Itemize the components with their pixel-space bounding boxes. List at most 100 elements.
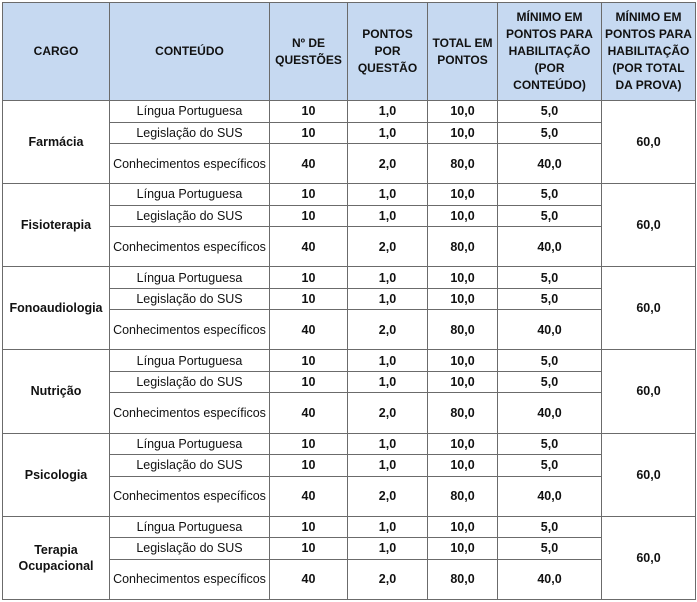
conteudo-cell: Língua Portuguesa <box>109 100 270 123</box>
total-cell: 80,0 <box>427 143 498 185</box>
pontos-cell: 1,0 <box>347 287 428 311</box>
table-row: Legislação do SUS 10 1,0 10,0 5,0 <box>3 204 696 228</box>
questoes-cell: 10 <box>269 370 348 394</box>
questoes-cell: 10 <box>269 515 348 539</box>
total-cell: 80,0 <box>427 392 498 434</box>
conteudo-cell: Língua Portuguesa <box>109 266 270 289</box>
minimo-total-cell: 60,0 <box>601 266 696 351</box>
conteudo-cell: Conhecimentos específicos <box>109 226 270 268</box>
cargo-cell: Farmácia <box>2 99 110 185</box>
conteudo-cell: Língua Portuguesa <box>109 515 270 539</box>
pontos-cell: 1,0 <box>347 515 428 539</box>
header-total: TOTAL EM PONTOS <box>427 2 498 101</box>
questoes-cell: 10 <box>269 121 348 145</box>
pontos-cell: 1,0 <box>347 432 428 456</box>
table-row: Farmácia Língua Portuguesa 10 1,0 10,0 5,0 60,… <box>2 99 696 185</box>
total-cell: 10,0 <box>427 266 498 289</box>
minimo-conteudo-cell: 5,0 <box>497 204 602 228</box>
questoes-cell: 40 <box>269 475 348 517</box>
minimo-conteudo-cell: 5,0 <box>497 515 602 539</box>
minimo-total-cell: 60,0 <box>601 515 696 601</box>
table-row: Legislação do SUS 10 1,0 10,0 5,0 <box>3 121 696 145</box>
total-cell: 80,0 <box>427 226 498 268</box>
header-pontos-questao: PONTOS POR QUESTÃO <box>347 2 428 101</box>
pontos-cell: 1,0 <box>347 349 428 372</box>
minimo-conteudo-cell: 40,0 <box>497 475 602 517</box>
conteudo-cell: Legislação do SUS <box>109 537 270 560</box>
table-row: Conhecimentos específicos 40 2,0 80,0 40,0 <box>3 475 696 517</box>
conteudo-cell: Língua Portuguesa <box>109 349 270 372</box>
minimo-conteudo-cell: 5,0 <box>497 287 602 311</box>
total-cell: 10,0 <box>427 432 498 456</box>
pontos-cell: 2,0 <box>347 226 428 268</box>
pontos-cell: 1,0 <box>347 537 428 560</box>
conteudo-cell: Língua Portuguesa <box>109 432 270 456</box>
total-cell: 10,0 <box>427 370 498 394</box>
table-row: Fisioterapia Língua Portuguesa 10 1,0 10,0 5,… <box>2 183 696 268</box>
questoes-cell: 10 <box>269 537 348 560</box>
total-cell: 10,0 <box>427 204 498 228</box>
header-cargo: CARGO <box>2 2 110 101</box>
minimo-conteudo-cell: 5,0 <box>497 454 602 477</box>
cargo-cell: Terapia Ocupacional <box>2 515 110 601</box>
table-row: Legislação do SUS 10 1,0 10,0 5,0 <box>3 287 696 311</box>
total-cell: 80,0 <box>427 558 498 601</box>
minimo-total-cell: 60,0 <box>601 99 696 185</box>
minimo-conteudo-cell: 40,0 <box>497 392 602 434</box>
total-cell: 10,0 <box>427 515 498 539</box>
conteudo-cell: Conhecimentos específicos <box>109 558 270 601</box>
header-minimo-total: MÍNIMO EM PONTOS PARA HABILITAÇÃO (POR T… <box>601 2 696 101</box>
total-cell: 10,0 <box>427 349 498 372</box>
minimo-total-cell: 60,0 <box>601 432 696 517</box>
minimo-conteudo-cell: 5,0 <box>497 537 602 560</box>
conteudo-cell: Legislação do SUS <box>109 204 270 228</box>
conteudo-cell: Legislação do SUS <box>109 454 270 477</box>
pontos-cell: 1,0 <box>347 183 428 206</box>
questoes-cell: 10 <box>269 349 348 372</box>
table-row: Nutrição Língua Portuguesa 10 1,0 10,0 5,0 60,… <box>2 349 696 434</box>
header-questoes: Nº DE QUESTÕES <box>269 2 348 101</box>
questoes-cell: 40 <box>269 143 348 185</box>
minimo-conteudo-cell: 5,0 <box>497 183 602 206</box>
conteudo-cell: Legislação do SUS <box>109 287 270 311</box>
pontos-cell: 1,0 <box>347 454 428 477</box>
total-cell: 80,0 <box>427 475 498 517</box>
table-row: Legislação do SUS 10 1,0 10,0 5,0 <box>3 454 696 477</box>
questoes-cell: 40 <box>269 226 348 268</box>
conteudo-cell: Conhecimentos específicos <box>109 392 270 434</box>
pontos-cell: 2,0 <box>347 309 428 351</box>
total-cell: 10,0 <box>427 454 498 477</box>
minimo-conteudo-cell: 5,0 <box>497 266 602 289</box>
minimo-conteudo-cell: 5,0 <box>497 432 602 456</box>
cargo-cell: Nutrição <box>2 349 110 434</box>
pontos-cell: 2,0 <box>347 143 428 185</box>
questoes-cell: 10 <box>269 204 348 228</box>
conteudo-cell: Conhecimentos específicos <box>109 143 270 185</box>
minimo-conteudo-cell: 5,0 <box>497 121 602 145</box>
pontos-cell: 1,0 <box>347 266 428 289</box>
total-cell: 80,0 <box>427 309 498 351</box>
table-row: Conhecimentos específicos 40 2,0 80,0 40,0 <box>3 392 696 434</box>
pontos-cell: 1,0 <box>347 100 428 123</box>
questoes-cell: 10 <box>269 100 348 123</box>
conteudo-cell: Legislação do SUS <box>109 121 270 145</box>
table-row: Conhecimentos específicos 40 2,0 80,0 40,0 <box>3 226 696 268</box>
header-minimo-conteudo: MÍNIMO EM PONTOS PARA HABILITAÇÃO (POR C… <box>497 2 602 101</box>
conteudo-cell: Conhecimentos específicos <box>109 475 270 517</box>
minimo-total-cell: 60,0 <box>601 349 696 434</box>
minimo-conteudo-cell: 40,0 <box>497 143 602 185</box>
total-cell: 10,0 <box>427 537 498 560</box>
questoes-cell: 10 <box>269 183 348 206</box>
minimo-conteudo-cell: 40,0 <box>497 226 602 268</box>
conteudo-cell: Legislação do SUS <box>109 370 270 394</box>
table-row: Psicologia Língua Portuguesa 10 1,0 10,0 5,0 6… <box>2 432 696 517</box>
pontos-cell: 1,0 <box>347 204 428 228</box>
cargo-cell: Psicologia <box>2 432 110 517</box>
total-cell: 10,0 <box>427 183 498 206</box>
table-row: Conhecimentos específicos 40 2,0 80,0 40,0 <box>3 143 696 185</box>
questoes-cell: 10 <box>269 266 348 289</box>
questoes-cell: 40 <box>269 392 348 434</box>
questoes-cell: 40 <box>269 558 348 601</box>
pontos-cell: 2,0 <box>347 475 428 517</box>
